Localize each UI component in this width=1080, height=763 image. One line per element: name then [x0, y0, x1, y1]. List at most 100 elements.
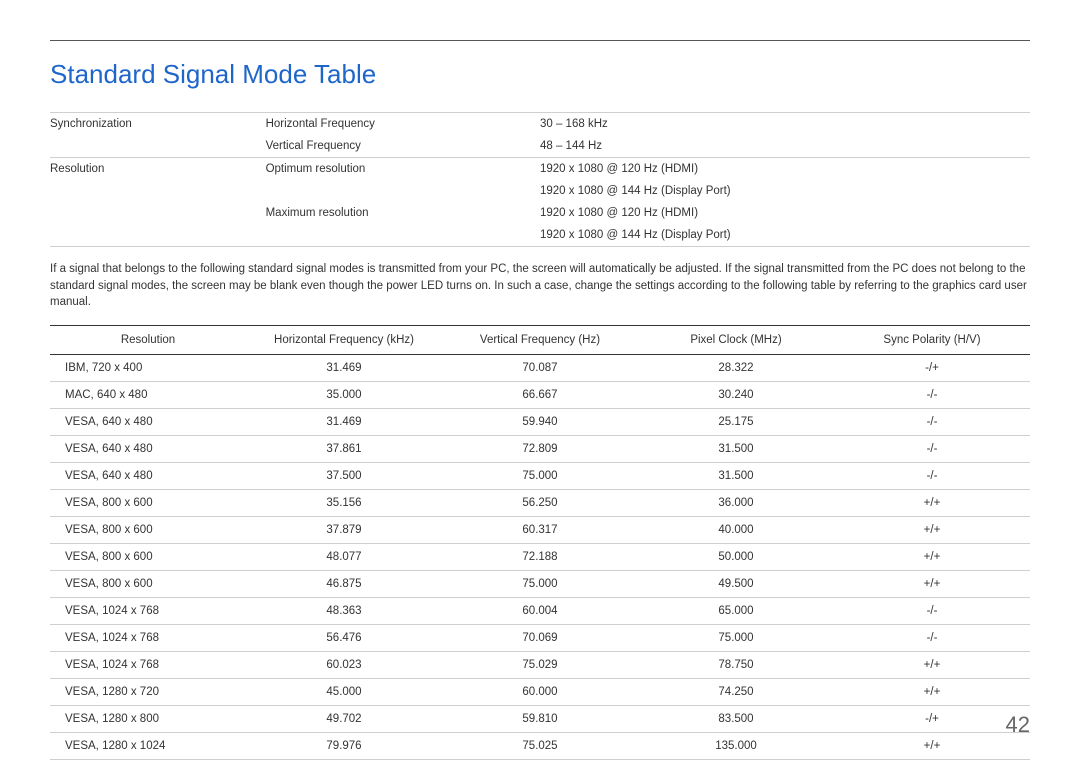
table-cell: 31.500	[638, 463, 834, 490]
spec-vfreq-value: 48 – 144 Hz	[540, 135, 1030, 158]
table-cell: 72.809	[442, 436, 638, 463]
table-cell: 49.702	[246, 706, 442, 733]
table-cell: 49.500	[638, 571, 834, 598]
table-cell: +/+	[834, 517, 1030, 544]
table-cell: VESA, 1280 x 800	[50, 706, 246, 733]
table-cell: 31.469	[246, 355, 442, 382]
table-cell: VESA, 800 x 600	[50, 544, 246, 571]
table-cell: 60.004	[442, 598, 638, 625]
table-cell: 48.363	[246, 598, 442, 625]
table-cell: -/+	[834, 355, 1030, 382]
table-cell: VESA, 1280 x 1024	[50, 733, 246, 760]
table-cell: -/+	[834, 706, 1030, 733]
table-cell: 37.861	[246, 436, 442, 463]
table-cell: 79.976	[246, 733, 442, 760]
table-cell: 35.000	[246, 382, 442, 409]
col-pixelclock: Pixel Clock (MHz)	[638, 326, 834, 355]
spec-max-v2: 1920 x 1080 @ 144 Hz (Display Port)	[540, 224, 1030, 247]
spec-hfreq-value: 30 – 168 kHz	[540, 113, 1030, 136]
table-cell: 70.069	[442, 625, 638, 652]
table-cell: 60.317	[442, 517, 638, 544]
explanatory-paragraph: If a signal that belongs to the followin…	[50, 261, 1030, 311]
table-cell: 31.500	[638, 436, 834, 463]
table-cell: -/-	[834, 436, 1030, 463]
table-cell: 70.087	[442, 355, 638, 382]
table-cell: 83.500	[638, 706, 834, 733]
signal-mode-table: Resolution Horizontal Frequency (kHz) Ve…	[50, 325, 1030, 760]
table-cell: MAC, 640 x 480	[50, 382, 246, 409]
table-cell: 78.750	[638, 652, 834, 679]
table-cell: +/+	[834, 733, 1030, 760]
table-cell: 46.875	[246, 571, 442, 598]
spec-opt-label: Optimum resolution	[266, 158, 540, 181]
table-cell: 60.023	[246, 652, 442, 679]
spec-opt-v1: 1920 x 1080 @ 120 Hz (HDMI)	[540, 158, 1030, 181]
table-cell: 72.188	[442, 544, 638, 571]
table-cell: 25.175	[638, 409, 834, 436]
table-cell: 75.025	[442, 733, 638, 760]
table-cell: 48.077	[246, 544, 442, 571]
table-row: IBM, 720 x 40031.46970.08728.322-/+	[50, 355, 1030, 382]
table-cell: 37.879	[246, 517, 442, 544]
table-cell: -/-	[834, 409, 1030, 436]
table-cell: 59.810	[442, 706, 638, 733]
table-row: VESA, 800 x 60037.87960.31740.000+/+	[50, 517, 1030, 544]
col-syncpolarity: Sync Polarity (H/V)	[834, 326, 1030, 355]
table-row: VESA, 1024 x 76848.36360.00465.000-/-	[50, 598, 1030, 625]
table-cell: 45.000	[246, 679, 442, 706]
table-cell: 30.240	[638, 382, 834, 409]
table-cell: -/-	[834, 463, 1030, 490]
table-row: VESA, 1280 x 72045.00060.00074.250+/+	[50, 679, 1030, 706]
table-header-row: Resolution Horizontal Frequency (kHz) Ve…	[50, 326, 1030, 355]
spec-opt-v2: 1920 x 1080 @ 144 Hz (Display Port)	[540, 180, 1030, 202]
table-cell: VESA, 800 x 600	[50, 517, 246, 544]
table-cell: +/+	[834, 652, 1030, 679]
table-cell: VESA, 1024 x 768	[50, 625, 246, 652]
table-row: VESA, 1280 x 102479.97675.025135.000+/+	[50, 733, 1030, 760]
top-horizontal-rule	[50, 40, 1030, 41]
table-cell: VESA, 800 x 600	[50, 490, 246, 517]
table-row: VESA, 1280 x 80049.70259.81083.500-/+	[50, 706, 1030, 733]
table-cell: 37.500	[246, 463, 442, 490]
table-cell: +/+	[834, 571, 1030, 598]
page-title: Standard Signal Mode Table	[50, 59, 1030, 90]
table-row: VESA, 640 x 48037.50075.00031.500-/-	[50, 463, 1030, 490]
table-cell: 35.156	[246, 490, 442, 517]
col-resolution: Resolution	[50, 326, 246, 355]
table-cell: 74.250	[638, 679, 834, 706]
col-hfreq: Horizontal Frequency (kHz)	[246, 326, 442, 355]
table-cell: VESA, 800 x 600	[50, 571, 246, 598]
table-cell: 56.476	[246, 625, 442, 652]
table-cell: +/+	[834, 544, 1030, 571]
table-cell: 40.000	[638, 517, 834, 544]
spec-res-label: Resolution	[50, 158, 266, 181]
table-row: VESA, 800 x 60048.07772.18850.000+/+	[50, 544, 1030, 571]
table-row: VESA, 1024 x 76856.47670.06975.000-/-	[50, 625, 1030, 652]
table-cell: 66.667	[442, 382, 638, 409]
table-cell: VESA, 640 x 480	[50, 409, 246, 436]
table-cell: 60.000	[442, 679, 638, 706]
table-cell: 75.000	[638, 625, 834, 652]
table-cell: 59.940	[442, 409, 638, 436]
table-cell: -/-	[834, 625, 1030, 652]
spec-sync-label: Synchronization	[50, 113, 266, 136]
table-cell: 75.000	[442, 463, 638, 490]
table-cell: 50.000	[638, 544, 834, 571]
table-row: VESA, 640 x 48037.86172.80931.500-/-	[50, 436, 1030, 463]
table-row: MAC, 640 x 48035.00066.66730.240-/-	[50, 382, 1030, 409]
table-cell: 135.000	[638, 733, 834, 760]
table-cell: 56.250	[442, 490, 638, 517]
table-cell: 75.029	[442, 652, 638, 679]
table-cell: 28.322	[638, 355, 834, 382]
table-cell: -/-	[834, 382, 1030, 409]
page-number: 42	[1006, 712, 1030, 738]
col-vfreq: Vertical Frequency (Hz)	[442, 326, 638, 355]
table-row: VESA, 640 x 48031.46959.94025.175-/-	[50, 409, 1030, 436]
spec-hfreq-label: Horizontal Frequency	[266, 113, 540, 136]
spec-max-v1: 1920 x 1080 @ 120 Hz (HDMI)	[540, 202, 1030, 224]
table-cell: VESA, 640 x 480	[50, 436, 246, 463]
table-row: VESA, 1024 x 76860.02375.02978.750+/+	[50, 652, 1030, 679]
table-cell: VESA, 1280 x 720	[50, 679, 246, 706]
table-cell: IBM, 720 x 400	[50, 355, 246, 382]
table-cell: 36.000	[638, 490, 834, 517]
